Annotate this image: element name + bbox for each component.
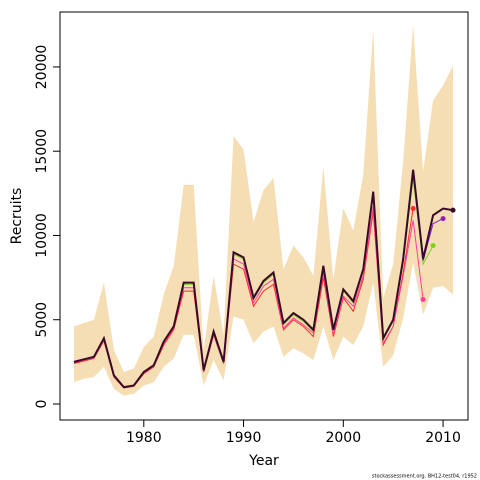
end-point <box>410 206 416 212</box>
end-point <box>430 243 436 249</box>
y-tick-label: 10000 <box>34 213 50 258</box>
x-tick-label: 1990 <box>226 430 262 446</box>
y-tick-label: 0 <box>34 400 50 409</box>
x-tick-label: 2010 <box>425 430 461 446</box>
y-tick-label: 20000 <box>34 45 50 90</box>
y-tick-label: 5000 <box>34 302 50 338</box>
plot-frame <box>59 11 469 421</box>
end-point <box>450 207 456 213</box>
end-point <box>420 297 426 303</box>
y-tick-label: 15000 <box>34 129 50 174</box>
x-tick-label: 1980 <box>126 430 162 446</box>
x-axis-label: Year <box>248 453 279 469</box>
y-axis-label: Recruits <box>9 188 25 245</box>
series-line <box>73 169 454 389</box>
x-tick-label: 2000 <box>325 430 361 446</box>
end-point <box>440 216 446 222</box>
footnote: stockassessment.org, BH12-test04, r1952 <box>372 474 477 480</box>
confidence-band <box>73 24 454 396</box>
